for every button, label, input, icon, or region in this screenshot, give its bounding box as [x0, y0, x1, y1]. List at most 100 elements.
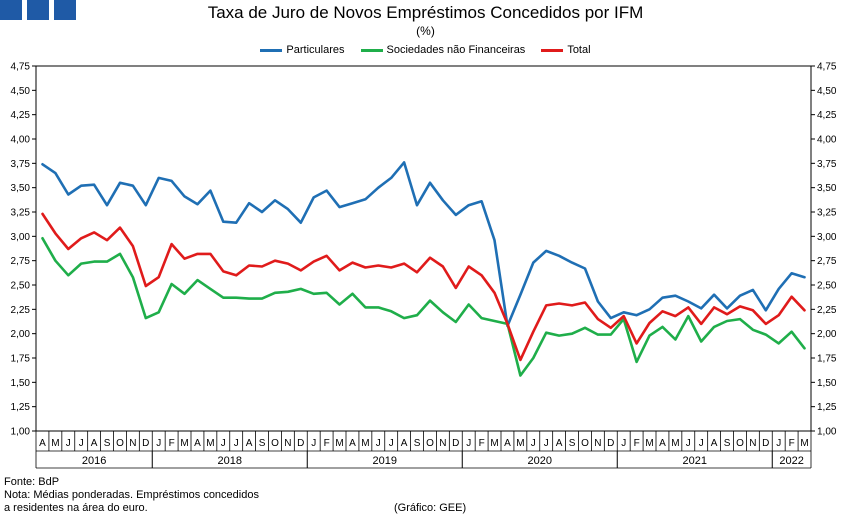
x-month-label: J — [376, 438, 381, 449]
chart-subtitle: (%) — [416, 24, 435, 38]
x-month-label: S — [569, 438, 576, 449]
chart-title: Taxa de Juro de Novos Empréstimos Conced… — [207, 3, 644, 22]
y-tick-label-left: 3,75 — [11, 159, 31, 170]
x-month-label: O — [736, 438, 744, 449]
x-month-label: A — [504, 438, 511, 449]
x-month-label: J — [156, 438, 161, 449]
x-month-label: J — [66, 438, 71, 449]
x-month-label: O — [271, 438, 279, 449]
x-month-label: D — [142, 438, 149, 449]
y-tick-label-left: 1,00 — [11, 427, 31, 438]
y-tick-label-right: 1,75 — [817, 354, 837, 365]
x-month-label: S — [259, 438, 266, 449]
x-month-label: J — [466, 438, 471, 449]
x-month-label: A — [194, 438, 201, 449]
y-tick-label-left: 3,00 — [11, 232, 31, 243]
y-tick-label-right: 3,00 — [817, 232, 837, 243]
x-month-label: J — [311, 438, 316, 449]
x-month-label: J — [79, 438, 84, 449]
x-month-label: F — [324, 438, 330, 449]
x-month-label: F — [634, 438, 640, 449]
gee-logo — [0, 0, 80, 20]
x-month-label: M — [361, 438, 369, 449]
x-month-label: J — [621, 438, 626, 449]
x-month-label: D — [452, 438, 459, 449]
x-month-label: D — [607, 438, 614, 449]
legend-item-snf: Sociedades não Financeiras — [360, 44, 526, 56]
x-month-label: M — [490, 438, 498, 449]
x-month-label: D — [297, 438, 304, 449]
y-tick-label-left: 3,25 — [11, 208, 31, 219]
x-month-label: A — [91, 438, 98, 449]
legend-swatch-total — [541, 48, 564, 52]
y-tick-label-right: 2,75 — [817, 256, 837, 267]
y-tick-label-right: 2,00 — [817, 329, 837, 340]
y-tick-label-left: 2,75 — [11, 256, 31, 267]
x-month-label: O — [426, 438, 434, 449]
x-month-label: F — [789, 438, 795, 449]
y-tick-label-right: 1,25 — [817, 402, 837, 413]
x-month-label: O — [116, 438, 124, 449]
x-month-label: F — [169, 438, 175, 449]
y-tick-label-left: 1,25 — [11, 402, 31, 413]
y-tick-label-left: 4,50 — [11, 86, 31, 97]
x-month-label: A — [246, 438, 253, 449]
x-month-label: N — [594, 438, 601, 449]
y-tick-label-left: 2,00 — [11, 329, 31, 340]
footer-note-line2: a residentes na área do euro. — [4, 502, 148, 514]
legend-label-snf: Sociedades não Financeiras — [386, 44, 526, 56]
x-month-label: M — [645, 438, 653, 449]
footer-credit: (Gráfico: GEE) — [394, 502, 467, 514]
legend-swatch-particulares — [260, 48, 283, 52]
x-month-label: J — [776, 438, 781, 449]
y-tick-label-right: 3,25 — [817, 208, 837, 219]
series-line-particulares — [41, 161, 806, 328]
y-tick-label-right: 2,50 — [817, 281, 837, 292]
x-month-label: N — [284, 438, 291, 449]
x-month-label: A — [401, 438, 408, 449]
chart-legend: Particulares Sociedades não Financeiras … — [0, 44, 851, 56]
y-tick-label-right: 4,50 — [817, 86, 837, 97]
x-month-label: M — [671, 438, 679, 449]
x-month-label: N — [129, 438, 136, 449]
legend-label-total: Total — [567, 44, 591, 56]
y-tick-label-left: 4,75 — [11, 62, 31, 73]
x-month-label: J — [221, 438, 226, 449]
x-month-label: A — [659, 438, 666, 449]
y-tick-label-right: 2,25 — [817, 305, 837, 316]
y-tick-label-right: 4,75 — [817, 62, 837, 73]
x-year-label: 2016 — [82, 455, 106, 467]
x-month-label: M — [180, 438, 188, 449]
y-tick-label-right: 3,50 — [817, 183, 837, 194]
footer-note-line1: Nota: Médias ponderadas. Empréstimos con… — [4, 489, 259, 501]
y-tick-label-left: 1,50 — [11, 378, 31, 389]
x-year-label: 2021 — [683, 455, 707, 467]
x-month-label: M — [335, 438, 343, 449]
x-month-label: M — [800, 438, 808, 449]
x-month-label: S — [724, 438, 731, 449]
y-tick-label-right: 4,00 — [817, 135, 837, 146]
legend-item-total: Total — [541, 44, 591, 56]
x-month-label: A — [556, 438, 563, 449]
footer-source: Fonte: BdP — [4, 476, 60, 488]
y-tick-label-right: 3,75 — [817, 159, 837, 170]
x-month-label: F — [479, 438, 485, 449]
y-tick-label-right: 4,25 — [817, 110, 837, 121]
x-month-label: N — [749, 438, 756, 449]
x-month-label: J — [699, 438, 704, 449]
y-tick-label-left: 2,25 — [11, 305, 31, 316]
x-month-label: J — [389, 438, 394, 449]
legend-item-particulares: Particulares — [260, 44, 345, 56]
series-line-sociedades-nao-financeiras — [41, 237, 806, 377]
x-month-label: J — [234, 438, 239, 449]
x-year-label: 2019 — [373, 455, 397, 467]
legend-label-particulares: Particulares — [286, 44, 345, 56]
x-month-label: M — [51, 438, 59, 449]
y-tick-label-left: 4,25 — [11, 110, 31, 121]
x-month-label: M — [516, 438, 524, 449]
x-month-label: N — [439, 438, 446, 449]
x-month-label: J — [531, 438, 536, 449]
y-tick-label-left: 4,00 — [11, 135, 31, 146]
x-month-label: D — [762, 438, 769, 449]
